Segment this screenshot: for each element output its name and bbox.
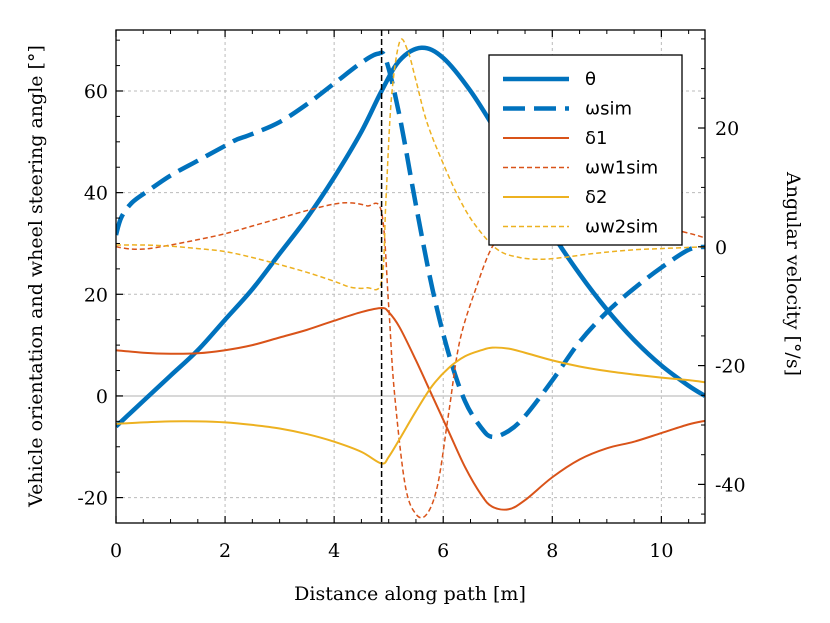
series-line-2 <box>116 307 705 511</box>
y-tick-label: 60 <box>84 81 108 103</box>
x-tick-label: 0 <box>110 540 122 562</box>
series-line-4 <box>116 346 705 465</box>
x-tick-label: 2 <box>219 540 231 562</box>
y2-tick-label: 0 <box>715 237 727 259</box>
legend-label-2: δ1 <box>585 128 607 149</box>
legend-label-5: ωw2sim <box>585 217 658 238</box>
y2-tick-label: -20 <box>715 356 746 378</box>
legend-box <box>488 54 683 246</box>
axis-ticks <box>115 30 705 523</box>
tick-labels: 0 2 4 6 8 10 -20 0 20 40 60 -40 -20 0 20 <box>77 81 745 562</box>
y-tick-label: -20 <box>77 488 108 510</box>
legend-label-3: ωw1sim <box>585 158 658 179</box>
legend-label-1: ωsim <box>585 99 632 120</box>
legend-label-4: δ2 <box>585 187 607 208</box>
y-tick-label: 0 <box>96 386 108 408</box>
legend-label-0: θ <box>585 69 596 90</box>
x-tick-label: 4 <box>328 540 340 562</box>
series-line-5 <box>116 38 705 291</box>
y-axis-label: Vehicle orientation and wheel steering a… <box>25 45 47 508</box>
x-tick-label: 8 <box>546 540 558 562</box>
y2-tick-label: -40 <box>715 474 746 496</box>
y2-axis-label: Angular velocity [°/s] <box>782 171 804 376</box>
x-axis-label: Distance along path [m] <box>294 583 526 605</box>
legend: θ ωsim δ1 ωw1sim δ2 ωw2sim <box>488 54 683 246</box>
x-tick-label: 6 <box>437 540 449 562</box>
series-line-3 <box>116 201 705 519</box>
y-tick-label: 40 <box>84 183 108 205</box>
y-tick-label: 20 <box>84 284 108 306</box>
x-tick-label: 10 <box>649 540 673 562</box>
series-line-1 <box>116 50 705 440</box>
y2-tick-label: 20 <box>715 118 739 140</box>
